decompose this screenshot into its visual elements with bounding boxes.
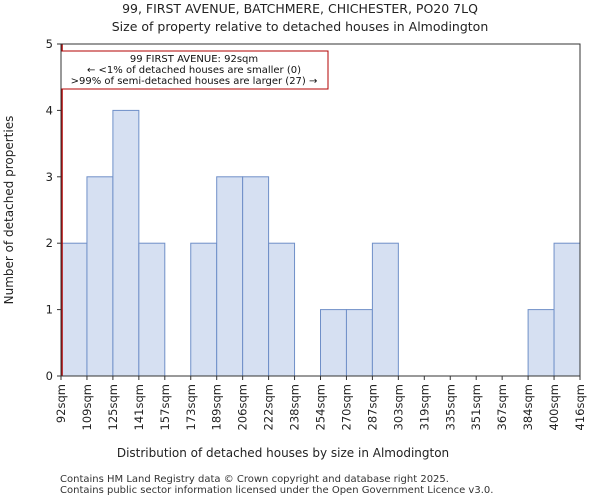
chart-title-line-1: 99, FIRST AVENUE, BATCHMERE, CHICHESTER,… <box>122 1 478 16</box>
bar-206sqm <box>242 176 270 377</box>
x-tick-label: 351sqm <box>469 384 483 430</box>
x-tick-label: 287sqm <box>365 384 379 430</box>
y-ticks-group: 0 1 2 3 4 5 <box>46 37 61 383</box>
chart-title-line-2: Size of property relative to detached ho… <box>112 19 489 34</box>
y-tick-label: 4 <box>46 103 53 117</box>
x-tick-label: 141sqm <box>132 384 146 430</box>
bar-270sqm <box>345 309 373 377</box>
x-tick-label: 92sqm <box>54 384 68 423</box>
x-tick-label: 222sqm <box>262 384 276 430</box>
bar-125sqm <box>112 109 140 377</box>
x-tick-label: 157sqm <box>158 384 172 430</box>
x-tick-label: 109sqm <box>80 384 94 430</box>
bars-group <box>60 109 581 377</box>
annotation-line-3: >99% of semi-detached houses are larger … <box>71 76 318 87</box>
bar-92sqm <box>60 242 88 377</box>
y-tick-label: 2 <box>46 236 53 250</box>
x-axis-label: Distribution of detached houses by size … <box>117 446 449 460</box>
x-tick-label: 335sqm <box>443 384 457 430</box>
x-tick-label: 270sqm <box>339 384 353 430</box>
y-axis-label: Number of detached properties <box>2 116 16 305</box>
x-tick-label: 238sqm <box>288 384 302 430</box>
annotation-line-2: ← <1% of detached houses are smaller (0) <box>87 65 301 76</box>
x-tick-label: 189sqm <box>210 384 224 430</box>
bar-141sqm <box>138 242 166 377</box>
bar-173sqm <box>190 242 218 377</box>
x-tick-label: 400sqm <box>547 384 561 430</box>
y-tick-label: 5 <box>46 37 53 51</box>
bar-400sqm <box>553 242 581 377</box>
x-tick-label: 206sqm <box>236 384 250 430</box>
footer-line-1: Contains HM Land Registry data © Crown c… <box>60 474 449 485</box>
plot-frame <box>60 43 581 377</box>
x-tick-label: 173sqm <box>184 384 198 430</box>
annotation-line-1: 99 FIRST AVENUE: 92sqm <box>130 54 258 65</box>
x-tick-label: 303sqm <box>391 384 405 430</box>
x-tick-label: 125sqm <box>106 384 120 430</box>
annotation-box <box>60 50 329 90</box>
bar-189sqm <box>216 176 244 377</box>
x-tick-label: 319sqm <box>417 384 431 430</box>
y-tick-label: 1 <box>46 303 53 317</box>
x-tick-label: 384sqm <box>521 384 535 430</box>
bar-254sqm <box>320 309 347 377</box>
bar-287sqm <box>371 242 399 377</box>
bar-109sqm <box>86 176 114 377</box>
x-tick-label: 254sqm <box>314 384 328 430</box>
bar-384sqm <box>527 309 555 377</box>
x-tick-label: 367sqm <box>495 384 509 430</box>
footer-line-2: Contains public sector information licen… <box>60 485 494 496</box>
y-tick-label: 3 <box>46 170 53 184</box>
bar-222sqm <box>268 242 296 377</box>
y-tick-label: 0 <box>46 369 53 383</box>
x-ticks-group: 92sqm 109sqm 125sqm 141sqm 157sqm 173sqm 189sq… <box>54 376 587 430</box>
x-tick-label: 416sqm <box>573 384 587 430</box>
